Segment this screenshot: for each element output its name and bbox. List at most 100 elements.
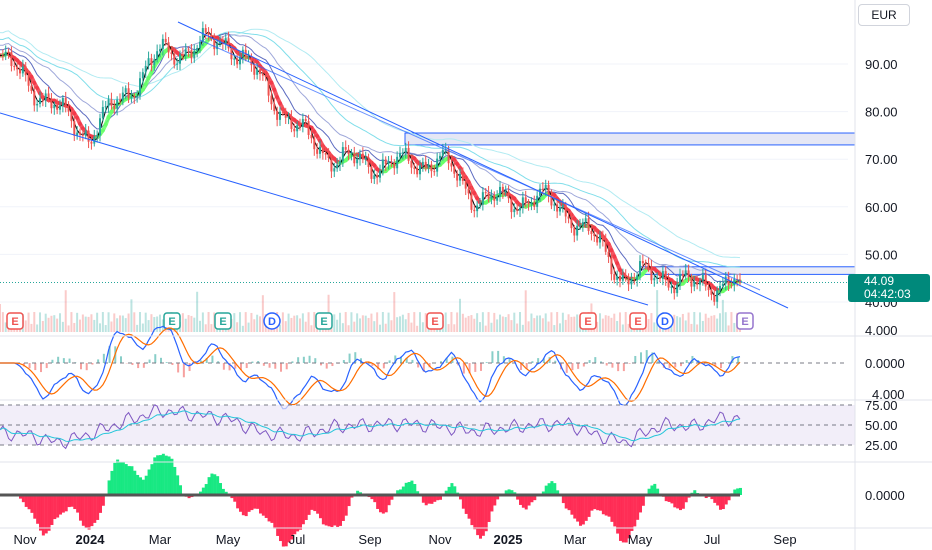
candle-body bbox=[607, 251, 610, 258]
candle-body bbox=[476, 205, 479, 212]
candle-body bbox=[67, 107, 70, 112]
oscillator-bar bbox=[556, 490, 560, 495]
candle-body bbox=[116, 99, 119, 109]
macd-histogram-bar bbox=[68, 358, 71, 363]
volume-bar bbox=[547, 321, 550, 332]
oscillator-bar bbox=[490, 495, 494, 512]
volume-bar bbox=[187, 315, 190, 332]
oscillator-bar bbox=[407, 482, 411, 495]
oscillator-bar bbox=[433, 495, 437, 502]
dividend-marker[interactable]: D bbox=[656, 312, 674, 330]
volume-bar bbox=[119, 315, 121, 332]
candle-body bbox=[636, 275, 639, 280]
currency-button[interactable]: EUR bbox=[858, 4, 910, 26]
oscillator-bar bbox=[256, 495, 260, 509]
candle-body bbox=[84, 130, 87, 136]
oscillator-bar bbox=[473, 495, 477, 530]
volume-bar bbox=[544, 313, 547, 332]
oscillator-bar bbox=[524, 495, 528, 510]
volume-bar bbox=[150, 314, 153, 332]
volume-bar bbox=[130, 299, 133, 332]
oscillator-bar bbox=[504, 490, 508, 495]
volume-bar bbox=[604, 315, 607, 332]
candle-body bbox=[439, 155, 441, 159]
volume-bar bbox=[410, 322, 413, 332]
oscillator-bar bbox=[584, 495, 588, 521]
volume-bar bbox=[621, 324, 624, 332]
oscillator-bar bbox=[24, 495, 28, 507]
volume-bar bbox=[556, 312, 559, 332]
oscillator-bar bbox=[279, 495, 282, 542]
candles[interactable] bbox=[1, 21, 741, 309]
candle-body bbox=[601, 235, 604, 241]
dividend-marker[interactable]: D bbox=[263, 312, 281, 330]
volume-bar bbox=[364, 315, 367, 332]
oscillator-bar bbox=[61, 495, 65, 513]
oscillator-bar bbox=[550, 481, 554, 495]
candle-body bbox=[184, 49, 187, 56]
volume-bar bbox=[616, 320, 619, 332]
marker-label: E bbox=[320, 316, 327, 328]
volume-bar bbox=[601, 318, 604, 332]
candle-body bbox=[156, 51, 159, 60]
candle-body bbox=[690, 277, 693, 287]
candle-body bbox=[296, 125, 299, 132]
volume-bar bbox=[650, 313, 653, 332]
candle-body bbox=[76, 132, 79, 136]
oscillator-bar bbox=[487, 495, 491, 522]
volume-bar bbox=[656, 290, 659, 332]
candle-body bbox=[119, 99, 121, 101]
candle-body bbox=[347, 149, 350, 155]
macd-histogram-bar bbox=[411, 359, 414, 363]
volume-bar bbox=[47, 317, 50, 332]
candle-body bbox=[47, 93, 50, 99]
candle-body bbox=[664, 271, 667, 280]
volume-bar bbox=[550, 312, 553, 332]
oscillator-bar bbox=[396, 490, 400, 495]
earnings-marker[interactable]: E bbox=[579, 312, 597, 330]
volume-bar bbox=[81, 314, 84, 332]
earnings-marker[interactable]: E bbox=[214, 312, 232, 330]
earnings-marker[interactable]: E bbox=[426, 312, 444, 330]
volume-bar bbox=[379, 324, 381, 332]
volume-bar bbox=[373, 321, 376, 332]
candle-body bbox=[107, 99, 110, 107]
macd-histogram-bar bbox=[160, 357, 162, 363]
volume-bar bbox=[419, 312, 421, 332]
volume-bar bbox=[613, 313, 616, 332]
candle-body bbox=[676, 284, 679, 294]
macd-zero-label: 0.0000 bbox=[865, 356, 905, 371]
volume-bar bbox=[190, 315, 193, 332]
earnings-marker[interactable]: E bbox=[6, 312, 24, 330]
macd-histogram-bar bbox=[394, 355, 397, 363]
macd-histogram-bar bbox=[40, 363, 42, 373]
oscillator-bar bbox=[150, 464, 154, 495]
earnings-marker[interactable]: E bbox=[315, 312, 333, 330]
candle-body bbox=[499, 186, 501, 197]
volume-bar bbox=[353, 321, 356, 332]
candle-body bbox=[393, 162, 396, 169]
volume-bar bbox=[721, 299, 724, 332]
earnings-marker[interactable]: E bbox=[163, 312, 181, 330]
macd-histogram-bar bbox=[525, 363, 528, 369]
volume-bar bbox=[99, 323, 101, 332]
earnings-marker[interactable]: E bbox=[736, 312, 754, 330]
candle-body bbox=[53, 104, 56, 109]
volume-bar bbox=[676, 316, 679, 332]
candle-body bbox=[716, 290, 719, 302]
volume-bar bbox=[250, 312, 253, 332]
volume-bar bbox=[716, 318, 719, 332]
candle-body bbox=[196, 48, 199, 51]
oscillator-bar bbox=[607, 495, 611, 517]
oscillator-bar bbox=[276, 495, 280, 536]
candle-body bbox=[713, 294, 716, 302]
oscillator-bar bbox=[484, 495, 488, 532]
volume-bar bbox=[699, 312, 701, 332]
earnings-marker[interactable]: E bbox=[629, 312, 647, 330]
candle-body bbox=[410, 160, 413, 168]
trendlines[interactable] bbox=[0, 21, 789, 309]
macd-histogram-bar bbox=[640, 352, 642, 363]
candle-body bbox=[550, 195, 553, 206]
